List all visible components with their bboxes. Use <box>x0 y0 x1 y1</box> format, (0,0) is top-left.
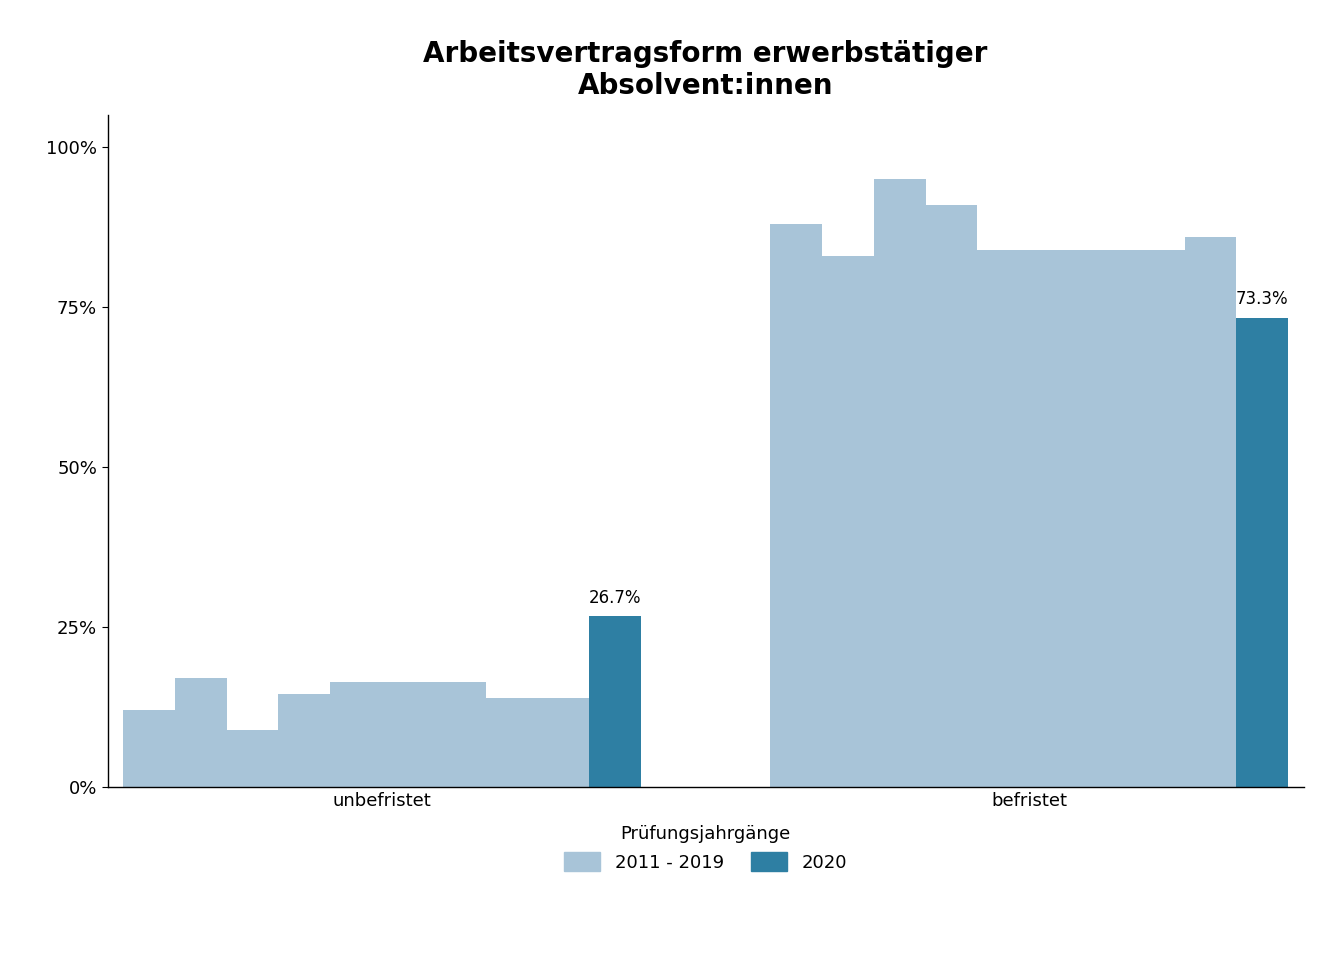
Bar <box>331 682 382 787</box>
Bar <box>1133 250 1184 787</box>
Bar <box>1030 250 1081 787</box>
Bar <box>823 256 874 787</box>
Bar <box>770 224 823 787</box>
Bar <box>538 698 589 787</box>
Bar <box>175 679 227 787</box>
Bar <box>1236 318 1288 787</box>
Text: 26.7%: 26.7% <box>589 588 641 607</box>
Bar <box>926 204 977 787</box>
Bar <box>1184 237 1236 787</box>
Bar <box>874 180 926 787</box>
Bar <box>434 682 485 787</box>
Legend: 2011 - 2019, 2020: 2011 - 2019, 2020 <box>556 818 855 879</box>
Bar <box>485 698 538 787</box>
Bar <box>589 616 641 787</box>
Title: Arbeitsvertragsform erwerbstätiger
Absolvent:innen: Arbeitsvertragsform erwerbstätiger Absol… <box>423 40 988 101</box>
Bar <box>382 682 434 787</box>
Bar <box>227 730 278 787</box>
Bar <box>278 694 331 787</box>
Bar <box>977 250 1030 787</box>
Bar <box>124 710 175 787</box>
Bar <box>1081 250 1133 787</box>
Text: 73.3%: 73.3% <box>1236 291 1289 308</box>
